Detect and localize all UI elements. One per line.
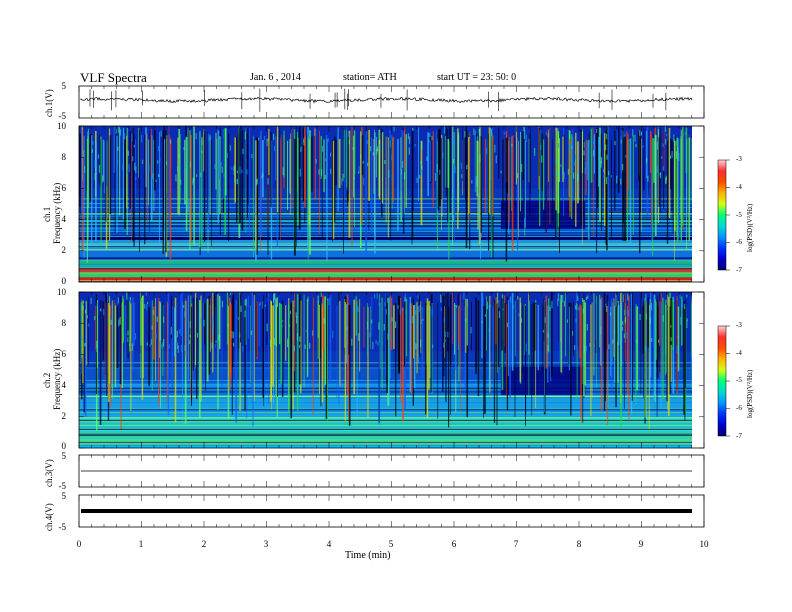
ch1-spec-ytick: 8 [61,152,67,162]
ch1-spec-ytick: 10 [57,121,66,131]
x-tick-label: 2 [201,539,207,549]
cb2-tick: -7 [736,432,742,440]
ch3-ytick-top: 5 [61,451,67,461]
cb2-tick: -4 [736,349,742,357]
ch2-spec-ytick: 8 [61,318,67,328]
x-tick-label: 0 [76,539,82,549]
cb1-tick: -6 [736,238,742,246]
x-tick-label: 9 [638,539,644,549]
x-tick-label: 3 [263,539,269,549]
x-tick-label: 10 [699,539,709,549]
x-tick-label: 6 [451,539,457,549]
ch2-spectrogram [79,292,704,448]
cb1-tick: -5 [736,211,742,219]
ch2-spec-ytick: 0 [61,441,67,451]
ch2-spec-ytick: 2 [61,411,67,421]
ch1-spec-ytick: 4 [61,214,67,224]
ch2-spec-ytick: 10 [57,287,66,297]
ch1-spec-ylabel-channel: ch.1 [42,206,52,222]
colorbar-ch1 [717,159,727,271]
ch1-spec-ytick: 6 [61,183,67,193]
ch4-ytick-bottom: -5 [58,522,67,532]
station-label: station= ATH [343,72,397,83]
cb1-tick: -3 [736,155,742,163]
ch1-ytick-top: 5 [61,81,67,91]
ch2-spec-ytick: 6 [61,349,67,359]
cb2-tick: -5 [736,376,742,384]
x-tick-label: 1 [138,539,144,549]
x-tick-label: 8 [576,539,582,549]
figure-title: VLF Spectra [80,70,147,85]
colorbar-ch2 [717,325,727,437]
ch1-waveform-trace [80,96,693,104]
x-tick-label: 5 [388,539,394,549]
date-label: Jan. 6 , 2014 [250,72,301,83]
x-tick-label: 7 [513,539,519,549]
ch3-ytick-bottom: -5 [58,481,67,491]
ch1-ytick-bottom: -5 [58,111,67,121]
ch1-spec-ytick: 2 [61,245,67,255]
ch4-waveform-trace [81,509,692,513]
start-time-label: start UT = 23: 50: 0 [437,72,517,83]
x-tick-label: 4 [326,539,332,549]
cb2-tick: -6 [736,404,742,412]
x-axis-label: Time (min) [345,550,391,561]
cb2-tick: -3 [736,321,742,329]
cb1-label: log(PSD)(V²/Hz) [746,203,754,252]
cb2-label: log(PSD)(V²/Hz) [746,369,754,418]
cb1-tick: -4 [736,183,742,191]
ch1-spectrogram [79,126,704,282]
ch4-ytick-top: 5 [61,491,67,501]
ch2-spec-ytick: 4 [61,380,67,390]
ch1-spec-ytick: 0 [61,276,67,286]
cb1-tick: -7 [736,266,742,274]
ch2-spec-ylabel-channel: ch.2 [42,372,52,388]
